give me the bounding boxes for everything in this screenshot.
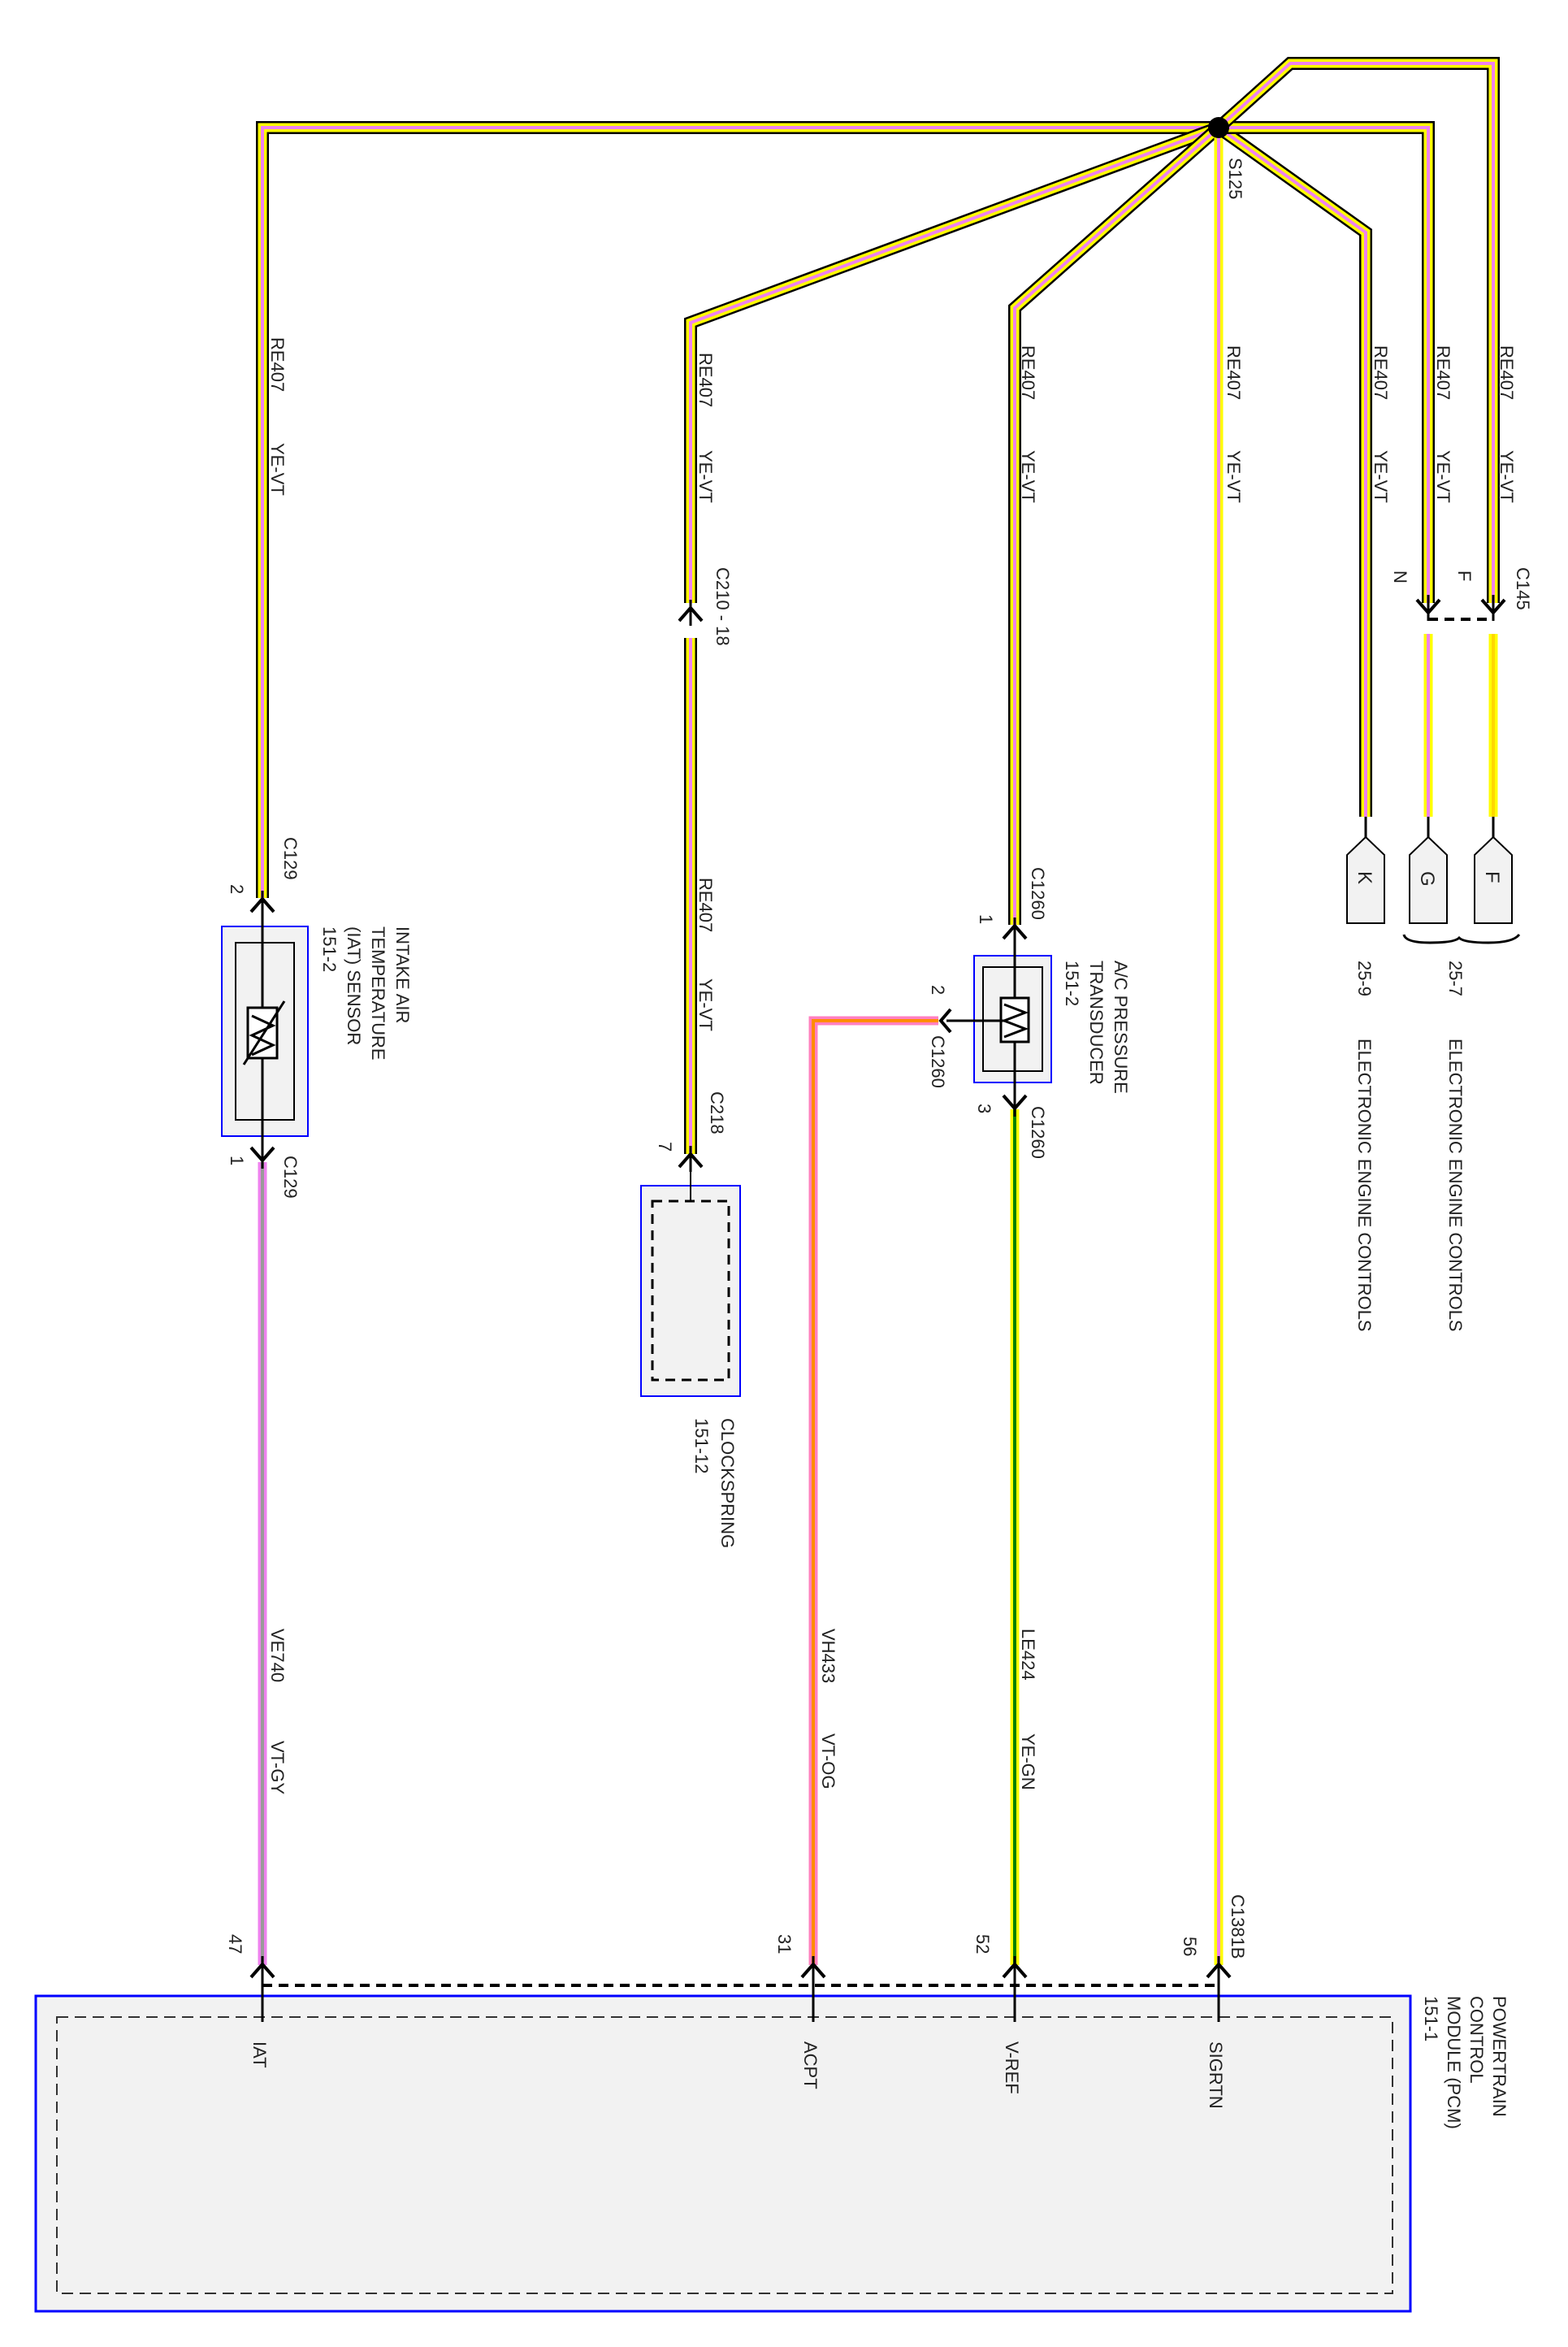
wire-f-re407-outline — [1214, 57, 1500, 603]
component-label: MODULE (PCM) — [1444, 1996, 1464, 2129]
wire-label: RE407 — [695, 353, 716, 407]
pin-label: 3 — [974, 1104, 994, 1113]
pin-label: 56 — [1180, 1937, 1200, 1956]
wires — [256, 57, 1500, 1965]
wire-acpt-vh433-stripe — [812, 1019, 938, 1965]
wire-label: RE407 — [1497, 345, 1517, 400]
connector-label: C1260 — [1028, 1106, 1048, 1159]
component-label: (IAT) SENSOR — [344, 926, 364, 1045]
wire-ac-re407-stripe — [1013, 126, 1220, 925]
pcm-pin-label: SIGRTN — [1206, 2041, 1226, 2109]
wire-label: RE407 — [1018, 345, 1038, 400]
tag-g: G — [1416, 871, 1438, 887]
pin-label: F — [1454, 570, 1475, 581]
wire-iat-re407 — [258, 123, 1219, 898]
connector-label: C129 — [280, 837, 301, 880]
wire-label: RE407 — [1433, 345, 1453, 400]
wire-label: YE-VT — [1497, 450, 1517, 503]
wire-label: VE740 — [267, 1629, 288, 1682]
wire-label: VT-OG — [818, 1733, 838, 1789]
wire-n-re407-stripe — [1219, 126, 1430, 603]
wire-label: YE-VT — [695, 978, 716, 1031]
wire-iat-re407-outline — [256, 121, 1219, 898]
wire-acpt-vh433 — [808, 1016, 938, 1965]
reference-label: ELECTRONIC ENGINE CONTROLS — [1354, 1039, 1375, 1332]
connector-label: C1260 — [928, 1035, 948, 1088]
reference-tags — [1346, 835, 1521, 944]
component-label: 151-2 — [1062, 961, 1082, 1006]
wire-label: YE-VT — [267, 443, 288, 496]
wire-f-re407 — [1215, 59, 1498, 603]
component-label: A/C PRESSURE — [1111, 961, 1131, 1094]
pin-label: 1 — [976, 914, 996, 924]
iat-sensor — [221, 904, 309, 1156]
reference-label: ELECTRONIC ENGINE CONTROLS — [1445, 1039, 1466, 1332]
tag-k: K — [1354, 871, 1375, 884]
connector-chevron-icon — [938, 1008, 952, 1034]
pcm-pin-label: IAT — [249, 2041, 270, 2068]
pin-label: 7 — [655, 1142, 675, 1152]
wire-label: YE-VT — [695, 450, 716, 503]
splice-label: S125 — [1225, 158, 1245, 199]
wire-label: RE407 — [1371, 345, 1391, 400]
reference-page: 25-7 — [1445, 961, 1466, 996]
wire-label: RE407 — [1224, 345, 1244, 400]
wire-iat-re407-stripe — [261, 126, 1219, 898]
pin-label: N — [1390, 570, 1410, 583]
component-label: TEMPERATURE — [368, 926, 388, 1061]
connector-label: C129 — [280, 1156, 301, 1199]
wire-f-re407-stripe — [1217, 62, 1495, 603]
wire-ac-re407 — [1010, 124, 1222, 925]
wire-label: RE407 — [695, 878, 716, 932]
splice-s125 — [1208, 117, 1229, 138]
reference-page: 25-9 — [1354, 961, 1375, 996]
wire-label: YE-VT — [1433, 450, 1453, 503]
connector-label: C218 — [707, 1091, 727, 1134]
wire-label: VH433 — [818, 1629, 838, 1683]
wire-label: YE-VT — [1371, 450, 1391, 503]
connector-symbols — [249, 595, 1506, 1982]
wire-ac-re407-outline — [1008, 123, 1224, 925]
pcm-module — [34, 1969, 1412, 2313]
connector-label: C1260 — [1028, 867, 1048, 920]
pin-label: 47 — [225, 1934, 245, 1954]
pcm-pin-label: ACPT — [800, 2041, 821, 2089]
pin-label: 1 — [227, 1156, 247, 1165]
wire-label: LE424 — [1018, 1629, 1038, 1681]
wire-label: YE-VT — [1018, 450, 1038, 503]
pin-label: 2 — [227, 884, 247, 894]
component-label: CONTROL — [1466, 1996, 1487, 2084]
wire-label: VT-GY — [267, 1741, 288, 1794]
tag-f: F — [1481, 871, 1503, 883]
clockspring — [640, 1159, 741, 1397]
connector-label: C1381B — [1228, 1894, 1248, 1959]
connector-label: C145 — [1513, 567, 1533, 610]
component-label: 151-1 — [1421, 1996, 1441, 2041]
wire-clock-re407-stripe — [689, 126, 1219, 603]
component-label: POWERTRAIN — [1489, 1996, 1510, 2117]
component-label: INTAKE AIR — [392, 926, 413, 1023]
wire-k-re407-stripe — [1217, 126, 1367, 817]
wire-label: YE-VT — [1224, 450, 1244, 503]
component-label: 151-2 — [319, 926, 340, 972]
pin-label: 52 — [972, 1934, 993, 1954]
component-label: 151-12 — [691, 1418, 712, 1474]
connector-label: C210 - 18 — [713, 567, 733, 646]
labels: RE407 YE-VT VE740 VT-GY C129 2 C129 1 IN… — [225, 158, 1533, 2129]
ac-pressure-transducer — [946, 931, 1052, 1104]
component-label: TRANSDUCER — [1086, 961, 1107, 1085]
pin-label: 2 — [928, 985, 948, 995]
pin-label: 31 — [774, 1934, 795, 1954]
pcm-pin-label: V-REF — [1002, 2041, 1022, 2094]
component-label: CLOCKSPRING — [717, 1418, 738, 1548]
wire-label: YE-GN — [1018, 1733, 1038, 1790]
wire-label: RE407 — [267, 337, 288, 392]
